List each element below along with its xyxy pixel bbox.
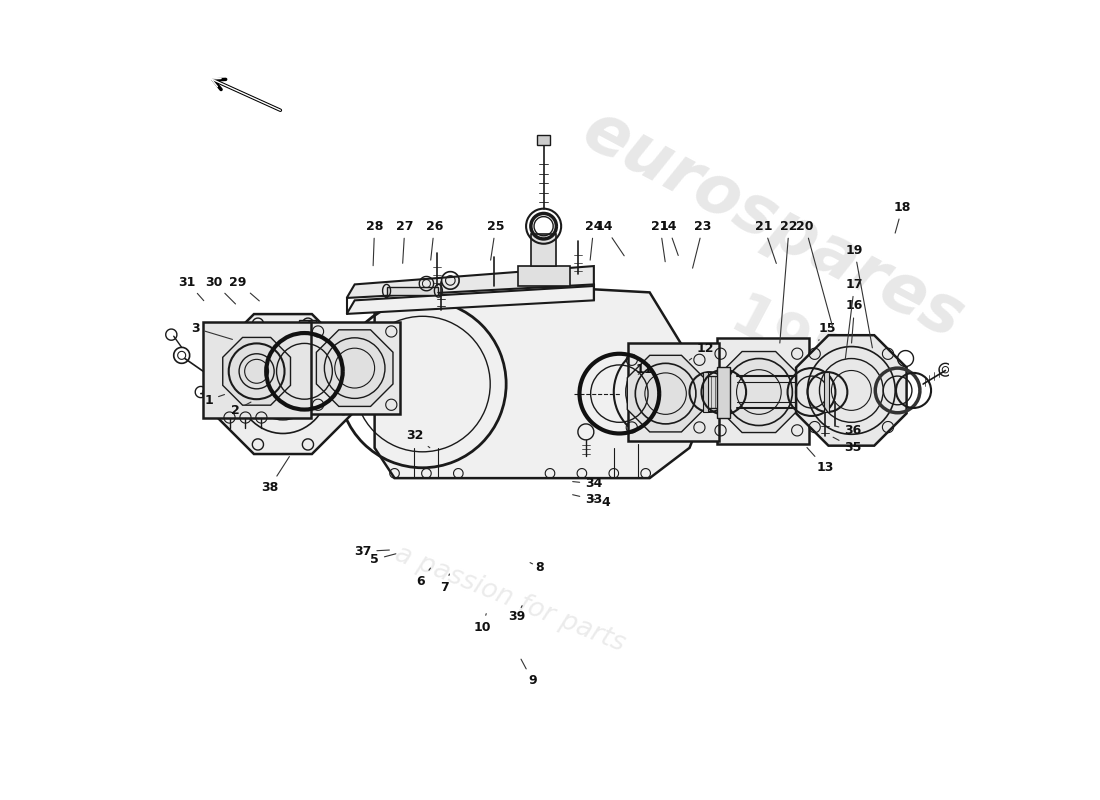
Text: 12: 12 xyxy=(690,342,714,360)
Text: 5: 5 xyxy=(371,553,396,566)
Bar xyxy=(824,372,829,412)
Text: 35: 35 xyxy=(833,437,861,454)
Polygon shape xyxy=(317,330,393,406)
Text: 25: 25 xyxy=(487,220,505,260)
Text: 1985: 1985 xyxy=(720,289,890,415)
Text: 18: 18 xyxy=(893,201,911,233)
Polygon shape xyxy=(627,355,704,432)
Bar xyxy=(299,320,317,346)
Text: 33: 33 xyxy=(573,493,603,506)
Polygon shape xyxy=(309,322,400,414)
Bar xyxy=(717,366,730,418)
Polygon shape xyxy=(628,342,719,442)
Text: 7: 7 xyxy=(440,574,450,594)
Text: 14: 14 xyxy=(595,220,624,256)
Text: 26: 26 xyxy=(426,220,443,260)
Text: 28: 28 xyxy=(366,220,383,266)
Text: 16: 16 xyxy=(846,299,864,343)
Text: 9: 9 xyxy=(521,659,537,687)
Polygon shape xyxy=(213,314,353,454)
Bar xyxy=(518,266,570,286)
Text: 29: 29 xyxy=(229,275,260,301)
Text: 27: 27 xyxy=(396,220,414,263)
Text: 23: 23 xyxy=(693,220,712,268)
Text: 22: 22 xyxy=(780,220,798,343)
Polygon shape xyxy=(204,322,311,418)
Text: 24: 24 xyxy=(585,220,603,260)
Text: 37: 37 xyxy=(354,545,389,558)
Text: 15: 15 xyxy=(818,322,836,340)
Text: 21: 21 xyxy=(755,220,777,263)
Text: 4: 4 xyxy=(588,495,610,509)
Polygon shape xyxy=(375,281,705,478)
Bar xyxy=(531,234,557,266)
Bar xyxy=(703,372,708,412)
Polygon shape xyxy=(222,338,290,405)
Polygon shape xyxy=(346,286,594,314)
Text: 13: 13 xyxy=(807,447,834,474)
Text: 11: 11 xyxy=(636,363,652,376)
Text: 31: 31 xyxy=(178,275,204,301)
Polygon shape xyxy=(717,338,810,444)
Text: 10: 10 xyxy=(473,614,491,634)
Bar xyxy=(693,376,719,408)
Text: eurospares: eurospares xyxy=(572,97,975,353)
Polygon shape xyxy=(346,266,594,298)
Text: 32: 32 xyxy=(406,430,430,448)
Text: a passion for parts: a passion for parts xyxy=(392,541,629,658)
Text: 19: 19 xyxy=(846,244,872,348)
Text: 6: 6 xyxy=(417,568,430,588)
Text: 3: 3 xyxy=(191,322,232,339)
Text: 21: 21 xyxy=(651,220,669,262)
Bar xyxy=(386,286,439,294)
Text: 17: 17 xyxy=(845,278,864,359)
Polygon shape xyxy=(796,335,906,446)
Bar xyxy=(537,135,550,145)
Bar xyxy=(658,374,702,410)
Polygon shape xyxy=(718,351,800,433)
Text: 39: 39 xyxy=(508,606,525,623)
Text: 36: 36 xyxy=(836,424,861,437)
Text: 30: 30 xyxy=(205,275,235,304)
Text: 34: 34 xyxy=(573,478,603,490)
Text: 1: 1 xyxy=(205,394,224,406)
Text: 2: 2 xyxy=(231,402,251,417)
Text: 20: 20 xyxy=(796,220,833,326)
Text: 8: 8 xyxy=(530,561,543,574)
Text: 38: 38 xyxy=(261,457,289,494)
Text: 14: 14 xyxy=(659,220,679,255)
